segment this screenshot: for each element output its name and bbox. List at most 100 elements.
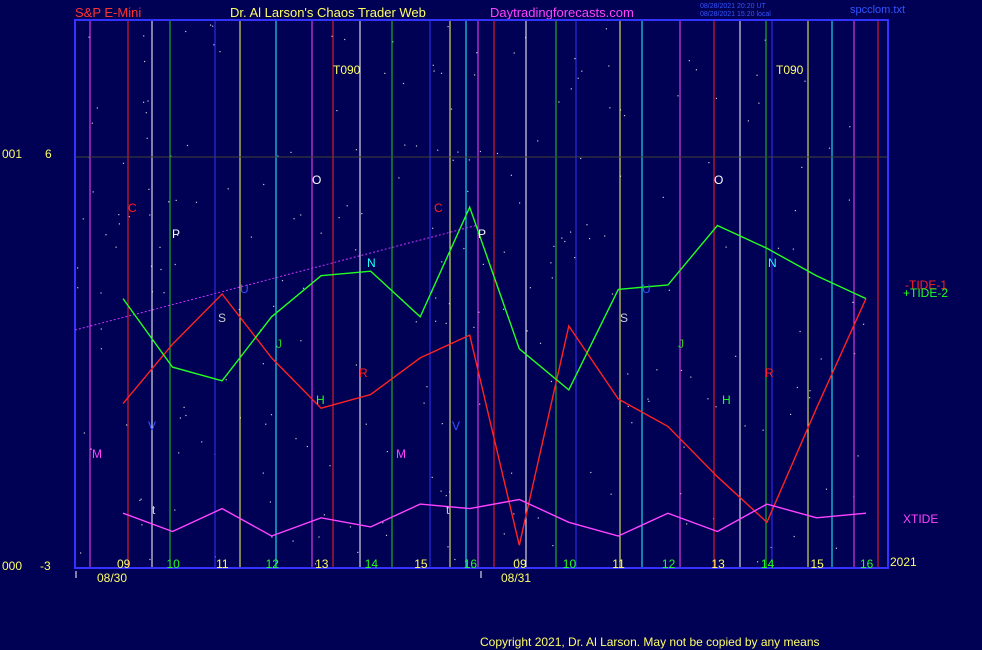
xtide-line — [122, 498, 867, 537]
star-dot — [551, 277, 553, 279]
star-dot — [290, 151, 292, 153]
star-dot — [447, 26, 449, 28]
star-dot — [80, 552, 82, 554]
marker-letter: P — [478, 227, 486, 241]
x-tick-label: 16 — [464, 557, 478, 571]
star-dot — [318, 536, 320, 538]
star-dot — [320, 232, 322, 234]
star-dot — [270, 414, 273, 416]
star-dot — [586, 224, 588, 226]
star-dot — [715, 406, 717, 408]
star-dot — [355, 364, 357, 366]
star-dot — [809, 390, 811, 392]
x-tick-label: 11 — [216, 557, 229, 571]
star-dot — [386, 451, 388, 453]
star-dot — [680, 493, 682, 495]
x-tick-labels: 09 10 11 12 13 14 15 16 09 10 11 12 13 14 15 16 — [117, 557, 874, 571]
star-dot — [265, 423, 267, 425]
star-dot — [145, 112, 147, 114]
x-tick-label: 14 — [761, 557, 775, 571]
star-dot — [747, 120, 749, 122]
star-dot — [511, 472, 513, 474]
star-dot — [479, 150, 481, 153]
star-dot — [174, 263, 176, 266]
star-dot — [159, 246, 161, 248]
star-dot — [300, 340, 302, 342]
star-dot — [440, 490, 442, 492]
y-axis-bottom-value: -3 — [40, 559, 51, 573]
star-dot — [454, 558, 456, 561]
star-dot — [140, 498, 142, 500]
star-dot — [564, 240, 566, 243]
star-dot — [292, 540, 294, 542]
x-tick-label: 10 — [563, 557, 577, 571]
star-dot — [570, 231, 572, 233]
star-dot — [431, 476, 433, 478]
marker-letter: O — [714, 173, 723, 187]
star-dot — [441, 423, 443, 425]
star-dot — [537, 140, 539, 142]
star-dot — [611, 293, 614, 295]
star-dot — [357, 551, 359, 553]
star-dot — [686, 523, 688, 525]
star-dot — [627, 405, 629, 408]
star-dot — [539, 342, 542, 344]
star-dot — [647, 398, 649, 400]
star-dot — [668, 289, 670, 291]
star-dot — [398, 177, 400, 179]
annotation-label: T090 — [333, 63, 361, 77]
star-dot — [331, 35, 333, 37]
star-dot — [82, 218, 84, 220]
star-dot — [452, 159, 454, 161]
star-dot — [792, 248, 794, 250]
star-dot — [77, 267, 79, 269]
x-tick-label: 11 — [612, 557, 625, 571]
star-dot — [382, 522, 384, 524]
x-tick-label: 09 — [117, 557, 131, 571]
star-dot — [177, 234, 179, 236]
star-dot — [122, 162, 125, 164]
star-dot — [809, 397, 811, 399]
star-dot — [552, 545, 554, 547]
star-dot — [338, 217, 340, 219]
marker-letter: U — [240, 282, 249, 296]
star-dot — [77, 287, 79, 289]
star-dot — [392, 41, 394, 43]
star-dot — [695, 69, 697, 71]
star-dot — [574, 58, 576, 60]
star-dot — [707, 398, 709, 400]
star-dot — [828, 147, 831, 149]
star-dot — [219, 51, 221, 53]
star-dot — [277, 155, 279, 157]
star-dot — [269, 501, 271, 503]
star-dot — [517, 558, 519, 560]
star-dot — [550, 380, 552, 383]
chart-frame — [74, 19, 889, 569]
star-dot — [790, 413, 792, 415]
star-dot — [225, 379, 227, 381]
star-dot — [835, 547, 837, 549]
star-dot — [609, 107, 611, 109]
x-tick-label: 14 — [365, 557, 379, 571]
star-dot — [415, 321, 417, 323]
star-dot — [764, 39, 766, 41]
star-dot — [796, 386, 798, 389]
star-dot — [537, 517, 539, 519]
x-tick-label: 16 — [860, 557, 874, 571]
marker-letter: H — [316, 393, 325, 407]
star-dot — [174, 509, 176, 511]
marker-letter: S — [620, 311, 628, 325]
site-url[interactable]: Daytradingforecasts.com — [490, 5, 634, 20]
x-tick-label: 13 — [711, 557, 725, 571]
marker-letter: U — [642, 282, 651, 296]
star-dot — [496, 152, 499, 155]
x-tick-label: 12 — [266, 557, 280, 571]
star-dot — [126, 424, 128, 426]
star-dot — [610, 493, 612, 495]
star-dot — [302, 287, 305, 289]
x-tick-label: 13 — [315, 557, 329, 571]
star-dot — [426, 386, 428, 388]
star-dot — [344, 38, 346, 41]
star-dot — [735, 355, 737, 357]
marker-letter: O — [312, 173, 321, 187]
